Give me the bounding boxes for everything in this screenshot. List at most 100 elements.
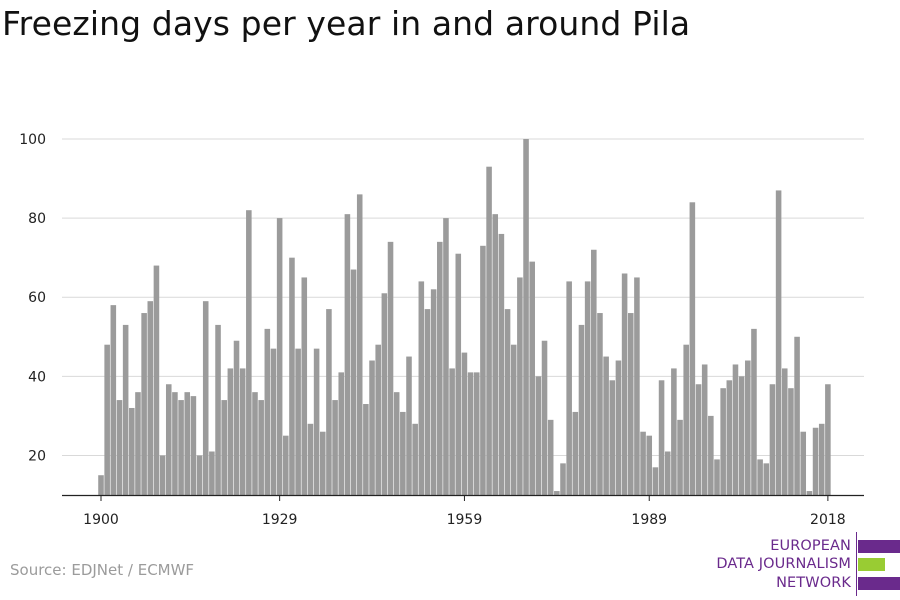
x-tick-label-2018: 2018	[810, 512, 846, 528]
bar-1965	[498, 233, 505, 495]
bar-1964	[492, 214, 499, 495]
bar-1934	[307, 423, 314, 495]
y-tick-labels: 20 40 60 80 100	[19, 132, 46, 464]
bar-1973	[547, 419, 554, 495]
y-tick-label-20: 20	[28, 448, 46, 464]
bar-1950	[406, 356, 412, 495]
bar-1969	[523, 139, 529, 495]
bar-1995	[683, 344, 689, 495]
bar-1942	[356, 194, 363, 495]
bar-1980	[591, 249, 597, 495]
bar-2013	[794, 336, 800, 495]
bar-1972	[541, 340, 548, 495]
bar-1939	[338, 372, 345, 495]
bar-1943	[363, 404, 369, 495]
bar-1978	[578, 324, 585, 495]
bar-1908	[147, 301, 154, 495]
bar-1966	[504, 309, 511, 495]
x-ticks: 1900 1929 1959 1989 2018	[83, 495, 846, 528]
bar-1983	[609, 380, 616, 495]
bar-2008	[763, 463, 770, 495]
bar-1907	[141, 313, 147, 495]
bar-1941	[350, 269, 357, 495]
bar-1945	[375, 344, 381, 495]
bar-2010	[775, 190, 782, 495]
logo-divider	[856, 532, 857, 596]
bar-1904	[122, 324, 129, 495]
bar-1928	[270, 348, 277, 495]
bar-1997	[695, 384, 702, 495]
bar-1974	[554, 491, 560, 495]
bar-2002	[726, 380, 733, 495]
bar-2005	[745, 360, 751, 495]
bar-1925	[252, 392, 258, 495]
chart-title: Freezing days per year in and around Pil…	[2, 4, 691, 43]
bar-1912	[172, 392, 178, 495]
bar-1993	[671, 368, 677, 495]
bar-1998	[701, 364, 708, 495]
bar-1933	[301, 277, 308, 495]
bar-1957	[449, 368, 455, 495]
bar-1911	[165, 384, 172, 495]
bar-1902	[110, 305, 117, 495]
bar-1926	[258, 400, 264, 495]
bar-1901	[104, 344, 110, 495]
logo-line-1: EUROPEAN	[770, 538, 851, 554]
bar-1987	[634, 277, 640, 495]
bar-1991	[658, 380, 665, 495]
bar-1903	[116, 400, 123, 495]
bar-1996	[689, 202, 696, 496]
bar-2015	[806, 491, 813, 495]
bar-1920	[221, 400, 227, 495]
logo-bar-green	[858, 558, 885, 571]
logo-line-3: NETWORK	[776, 575, 851, 591]
bar-1990	[652, 467, 659, 495]
bar-1960	[467, 372, 474, 495]
bar-1979	[584, 281, 591, 495]
bar-1985	[621, 273, 628, 495]
logo-line-2: DATA JOURNALISM	[716, 556, 851, 572]
bar-1977	[572, 411, 579, 495]
bar-1931	[289, 257, 295, 495]
edjnet-logo: EUROPEAN DATA JOURNALISM NETWORK	[700, 532, 900, 596]
bar-1944	[369, 360, 375, 495]
x-tick-label-1929: 1929	[262, 512, 298, 528]
bar-1929	[276, 218, 283, 495]
bar-2009	[769, 384, 776, 495]
bar-1924	[246, 210, 252, 495]
bar-1986	[627, 313, 634, 495]
bar-1913	[178, 400, 184, 495]
bar-1982	[603, 356, 609, 495]
bar-1906	[135, 392, 141, 495]
logo-bar-purple-top	[858, 540, 900, 553]
y-tick-label-40: 40	[28, 369, 46, 385]
bar-1914	[184, 392, 191, 495]
bar-2012	[788, 388, 794, 495]
bar-2007	[757, 459, 763, 495]
bar-2006	[751, 328, 757, 495]
bar-1954	[430, 289, 437, 495]
bar-1951	[412, 423, 418, 495]
bar-1963	[486, 166, 492, 495]
bar-1935	[313, 348, 320, 495]
bar-2017	[818, 423, 825, 495]
bar-1961	[473, 372, 480, 495]
y-tick-label-60: 60	[28, 290, 46, 306]
bar-1905	[129, 407, 135, 495]
bar-2014	[800, 431, 807, 495]
bar-1919	[215, 324, 221, 495]
bar-2011	[781, 368, 788, 495]
bar-1958	[455, 253, 462, 495]
bar-1971	[535, 376, 542, 495]
bar-1994	[677, 419, 683, 495]
y-tick-label-80: 80	[28, 211, 46, 227]
bar-1927	[264, 328, 271, 495]
bar-2001	[720, 388, 726, 495]
bar-1930	[283, 435, 289, 495]
bar-1956	[443, 218, 449, 495]
bar-1959	[461, 352, 468, 495]
bar-1936	[319, 431, 326, 495]
bar-1953	[424, 309, 431, 495]
bar-1909	[153, 265, 160, 495]
